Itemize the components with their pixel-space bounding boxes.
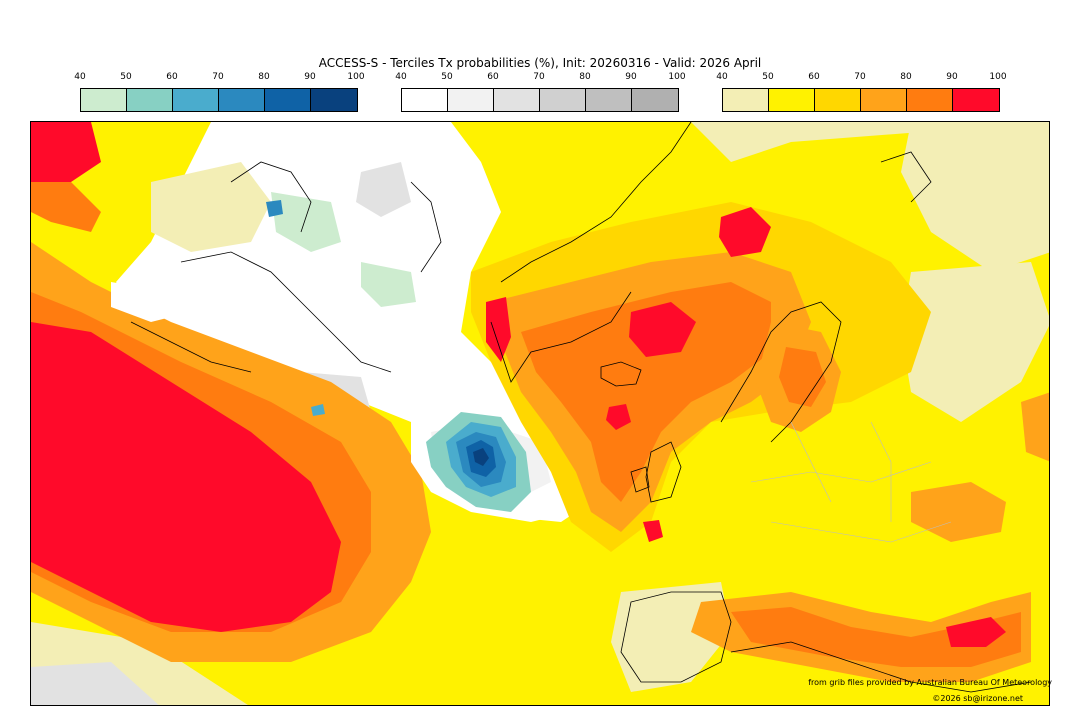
contour-red-northwest [31,122,101,182]
legend-tick: 60 [166,72,178,82]
legend-tick: 90 [946,72,958,82]
contour-orange-east-edge [1021,392,1049,462]
legend-swatch [907,89,953,111]
legend-below-colorbar [80,88,358,112]
legend-swatch [448,89,494,111]
legend-tick: 50 [441,72,453,82]
contour-red-greenland [486,297,511,362]
legend-swatch [769,89,815,111]
legend-swatch [265,89,311,111]
country-borders [750,421,952,543]
probability-map[interactable] [30,121,1050,706]
contour-grey-canada [356,162,411,217]
legend-swatch [953,89,999,111]
legend-tick: 90 [304,72,316,82]
legend-tick: 40 [716,72,728,82]
legend-tick: 80 [579,72,591,82]
legend-tick: 100 [668,72,686,82]
legend-swatch [586,89,632,111]
legend-tick: 80 [258,72,270,82]
legend-swatch [494,89,540,111]
legend-tick: 100 [989,72,1007,82]
contour-darkorange-scandinavia [779,347,826,407]
contour-white-west [111,282,191,322]
contour-orange-eastern-europe [911,482,1006,542]
contour-darkorange-mediterranean [731,607,1021,667]
legend-swatch [632,89,678,111]
legend-swatch [815,89,861,111]
contour-red-iceland-east [629,302,696,357]
coastlines [130,122,1032,693]
contour-paleyellow-siberia [901,262,1049,422]
legend-tick: 80 [900,72,912,82]
contour-paleyellow-arctic-east [901,122,1049,272]
contour-paleyellow-canada [151,162,271,252]
legend-swatch [173,89,219,111]
legend-tick: 60 [487,72,499,82]
contour-blue-labrador [266,200,283,217]
legend-below-ticks: 40 50 60 70 80 90 100 [74,72,364,84]
contour-red-east-med [946,617,1006,647]
legend-tick: 70 [533,72,545,82]
contour-red-west [31,322,341,632]
contour-green-baffin [271,192,341,252]
legend-swatch [540,89,586,111]
legend-tick: 70 [854,72,866,82]
legend-near-colorbar [401,88,679,112]
contour-red-atlantic [606,404,631,430]
contour-orange-northwest [31,182,101,232]
contour-red-svalbard [719,207,771,257]
legend-swatch [127,89,173,111]
legend-above-ticks: 40 50 60 70 80 90 100 [716,72,1006,84]
legend-tick: 90 [625,72,637,82]
legend-swatch [219,89,265,111]
contour-blue5-atlantic [473,448,489,466]
legend-tick: 40 [395,72,407,82]
legend-near-ticks: 40 50 60 70 80 90 100 [395,72,685,84]
legend-swatch [723,89,769,111]
legend-tick: 40 [74,72,86,82]
legend-tick: 60 [808,72,820,82]
legend-swatch [81,89,127,111]
contour-grey-southwest [31,662,159,705]
legend-swatch [861,89,907,111]
legend-tick: 50 [120,72,132,82]
copyright: ©2026 sb@irizone.net [932,694,1023,703]
legend-tick: 50 [762,72,774,82]
legend-swatch [402,89,448,111]
legend-swatch [311,89,357,111]
data-credit: from grib files provided by Australian B… [808,678,1052,687]
map-title: ACCESS-S - Terciles Tx probabilities (%)… [318,56,762,70]
contour-blue-small [311,404,325,416]
legend-tick: 70 [212,72,224,82]
contour-green-arctic [361,262,416,307]
contour-darkorange-north-atlantic [521,282,771,502]
contour-red-biscay [643,520,663,542]
map-canvas [31,122,1049,705]
legend-above-colorbar [722,88,1000,112]
legend-tick: 100 [347,72,365,82]
